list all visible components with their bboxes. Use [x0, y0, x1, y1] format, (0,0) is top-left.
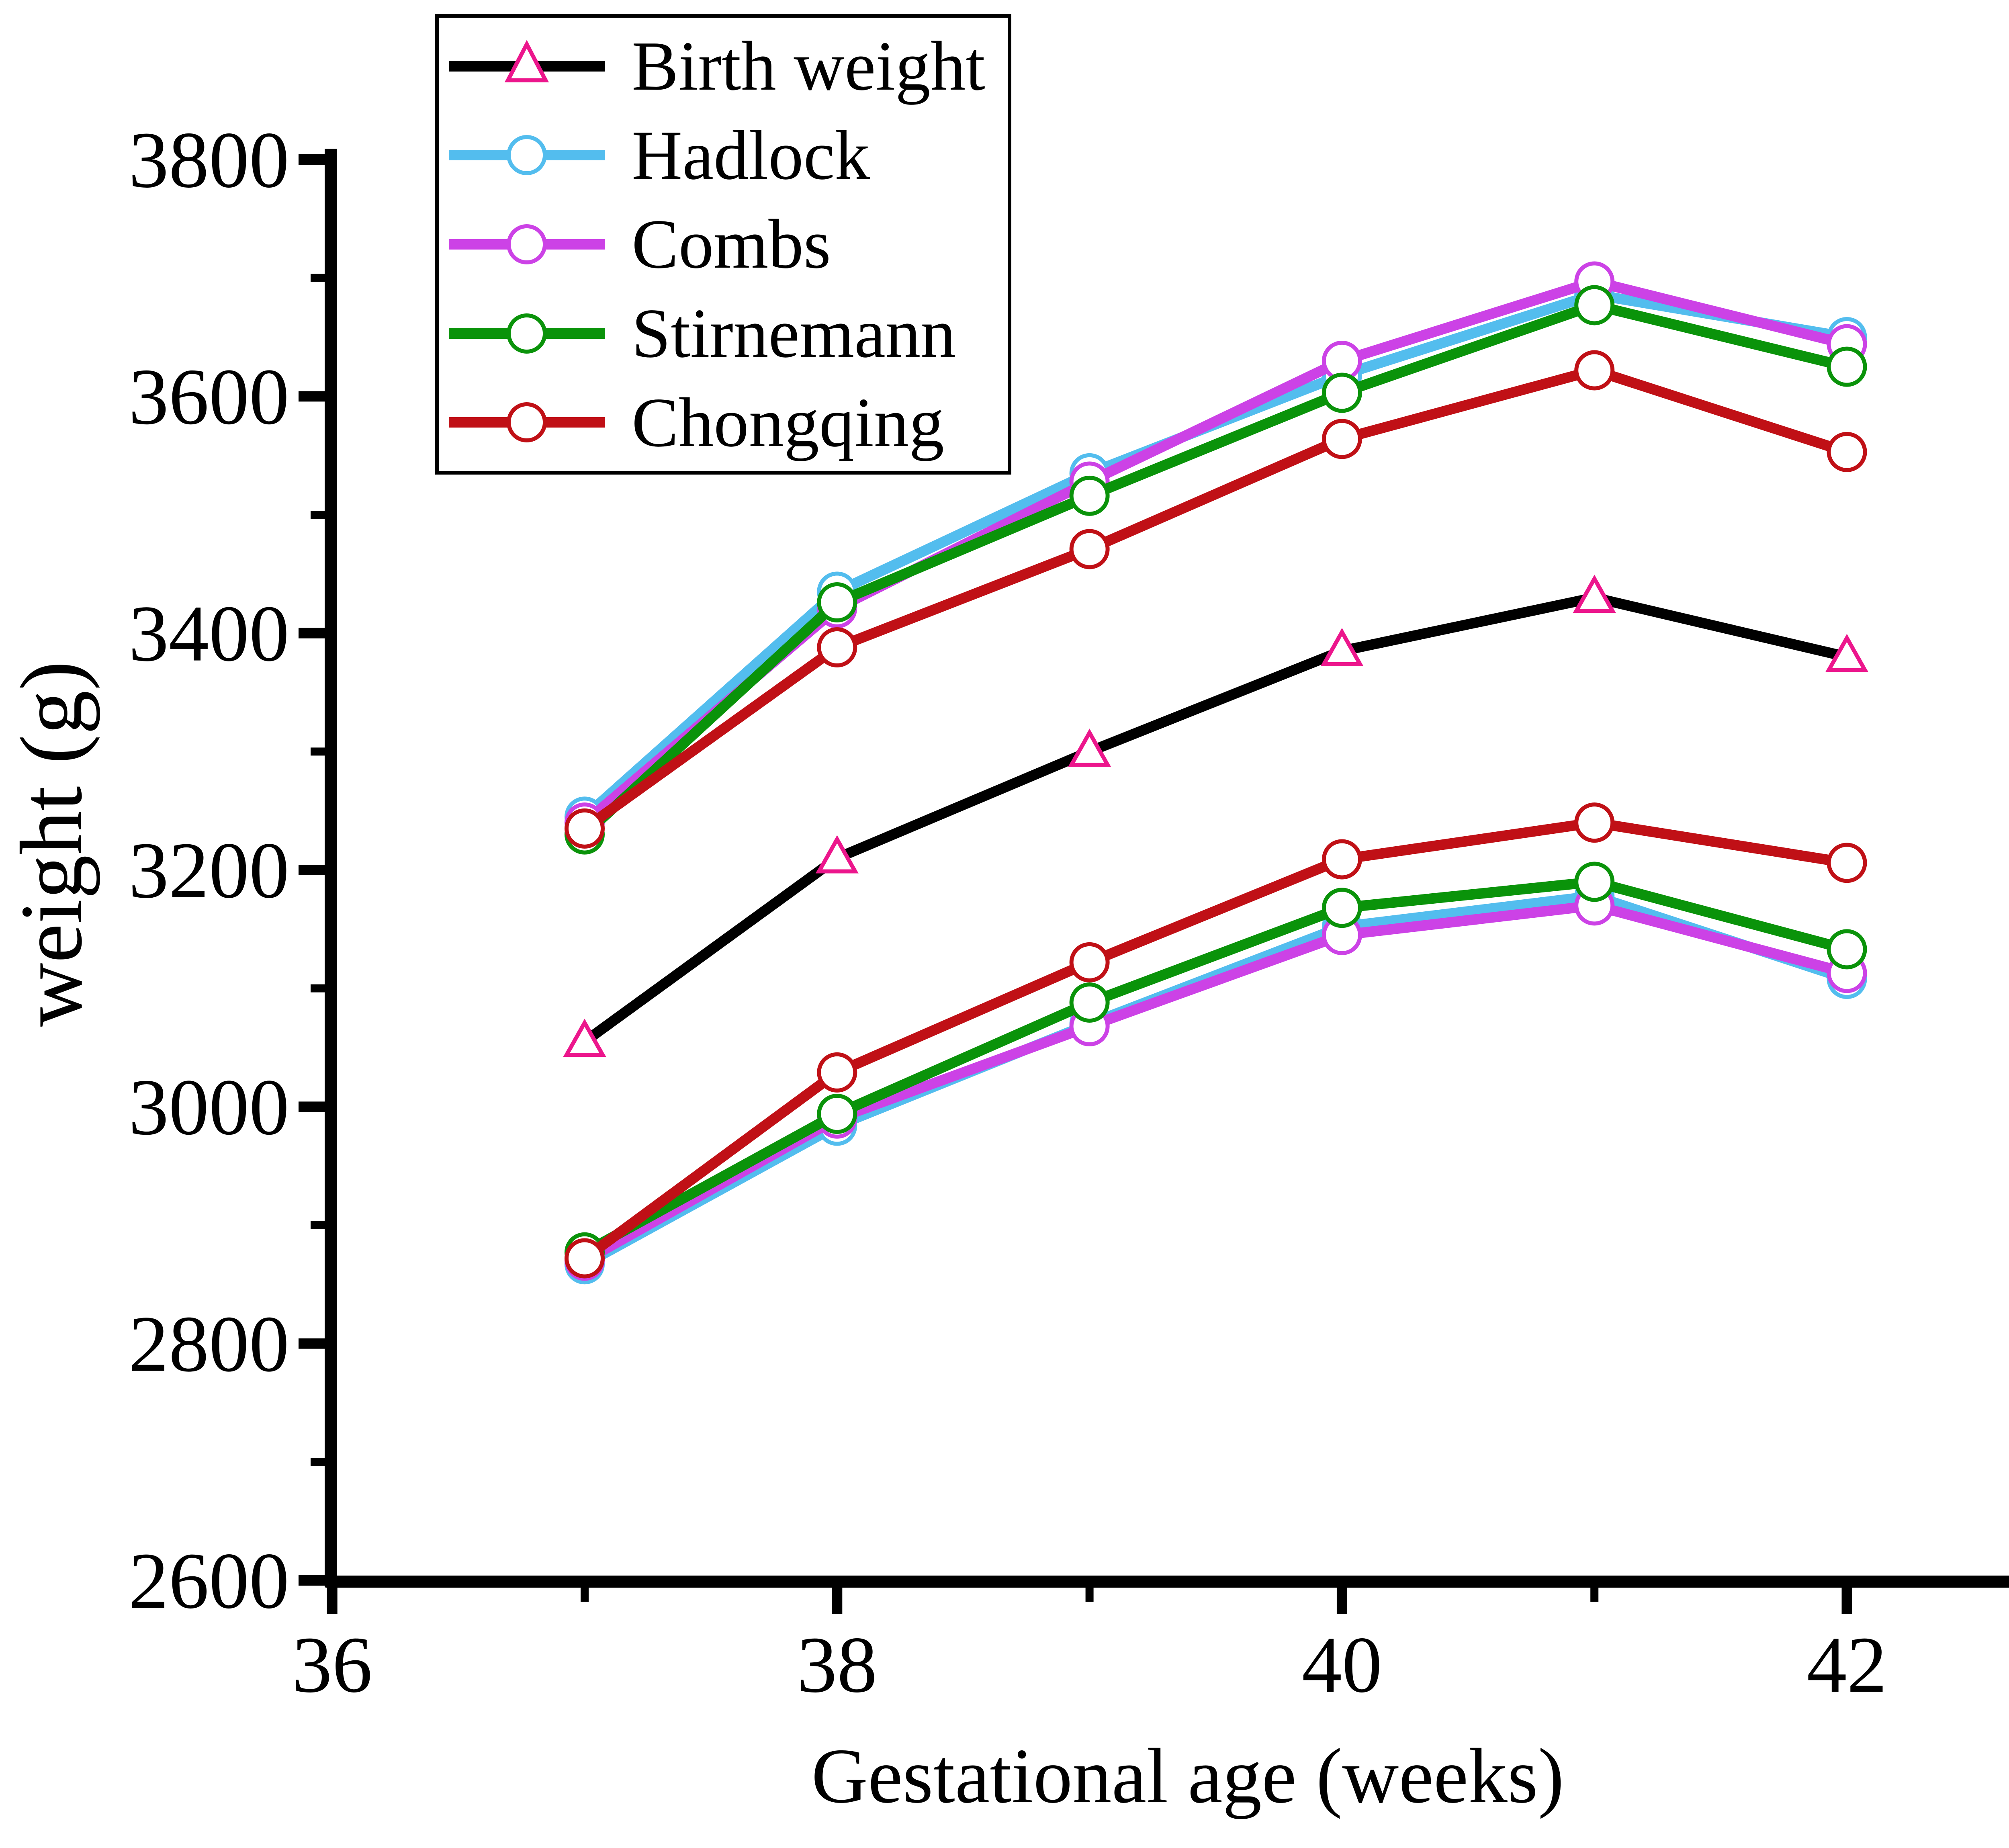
legend-sample-canvas: [449, 402, 605, 443]
legend-sample-canvas: [449, 39, 605, 82]
y-tick-label: 3800: [129, 116, 289, 205]
data-point-marker: [1069, 529, 1110, 569]
legend-label: Combs: [632, 205, 831, 283]
data-point-marker: [817, 1052, 857, 1093]
data-point-marker: [1827, 432, 1867, 472]
series-line-chongqing-lower: [579, 817, 1852, 1264]
legend-sample-canvas: [449, 224, 605, 264]
legend-sample-canvas: [449, 313, 605, 354]
y-tick-label: 3400: [129, 589, 289, 678]
data-point-marker: [817, 627, 857, 668]
data-point-marker: [1574, 285, 1615, 325]
data-point-marker: [1069, 942, 1110, 982]
y-axis-title: weight (g): [2, 661, 100, 1027]
data-point-marker: [1573, 575, 1616, 613]
stirnemann-line-circle-icon: [447, 299, 607, 368]
chongqing-line-circle-icon: [447, 388, 607, 456]
data-point-marker: [1320, 628, 1364, 666]
y-tick-label: 2600: [129, 1537, 289, 1625]
data-point-marker: [1069, 982, 1110, 1023]
data-point-marker: [817, 1094, 857, 1134]
series-line-stirnemann-lower: [579, 876, 1852, 1258]
legend-item-stirnemann: Stirnemann: [439, 291, 1008, 376]
legend-label: Chongqing: [632, 383, 944, 461]
x-tick-label: 38: [797, 1621, 877, 1709]
series-line-birth-weight: [579, 592, 1852, 1047]
y-tick-label: 3000: [129, 1063, 289, 1152]
data-point-marker: [1574, 802, 1615, 843]
x-tick-label: 42: [1807, 1621, 1887, 1709]
data-point-marker: [1068, 729, 1111, 767]
legend-label: Birth weight: [632, 27, 985, 105]
data-point-marker: [565, 1238, 605, 1279]
legend-label: Stirnemann: [632, 294, 956, 372]
hadlock-line-circle-icon: [447, 121, 607, 189]
data-point-marker: [1322, 839, 1362, 880]
data-point-marker: [1827, 843, 1867, 883]
data-point-marker: [1574, 862, 1615, 902]
data-point-marker: [1322, 888, 1362, 928]
data-point-marker: [1825, 634, 1869, 672]
series-line-stirnemann-upper: [579, 299, 1852, 840]
data-point-marker: [1069, 475, 1110, 516]
data-point-marker: [1322, 419, 1362, 459]
y-tick-label: 3600: [129, 352, 289, 441]
data-point-marker: [1827, 929, 1867, 970]
legend-item-combs: Combs: [439, 202, 1008, 287]
data-point-marker: [815, 835, 859, 874]
data-point-marker: [565, 808, 605, 849]
x-tick-label: 40: [1302, 1621, 1382, 1709]
legend: Birth weight Hadlock Combs Stirnemann Ch…: [435, 14, 1011, 475]
data-point-marker: [563, 1019, 606, 1057]
x-tick-label: 36: [292, 1621, 372, 1709]
data-point-marker: [1574, 350, 1615, 391]
legend-label: Hadlock: [632, 116, 870, 194]
data-point-marker: [817, 582, 857, 623]
x-axis-title: Gestational age (weeks): [811, 1733, 1564, 1819]
combs-line-circle-icon: [447, 210, 607, 278]
legend-sample-canvas: [449, 135, 605, 176]
data-point-marker: [1827, 346, 1867, 387]
legend-item-chongqing: Chongqing: [439, 380, 1008, 465]
y-tick-label: 3200: [129, 826, 289, 915]
series-line-chongqing-upper: [579, 364, 1852, 834]
birth-weight-line-triangle-icon: [447, 32, 607, 100]
y-tick-label: 2800: [129, 1300, 289, 1389]
legend-item-birth-weight: Birth weight: [439, 24, 1008, 108]
data-point-marker: [1322, 372, 1362, 413]
legend-item-hadlock: Hadlock: [439, 113, 1008, 197]
